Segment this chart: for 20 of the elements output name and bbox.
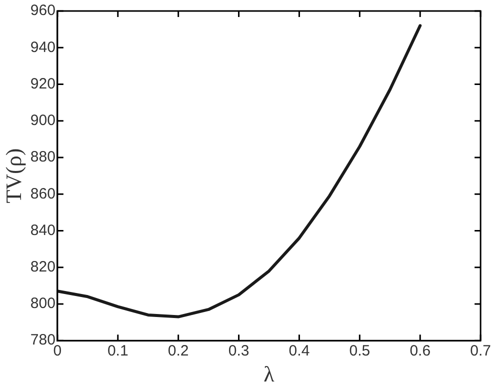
x-axis-title: λ bbox=[264, 362, 275, 387]
x-tick-label: 0.2 bbox=[168, 342, 189, 360]
y-tick-label: 800 bbox=[30, 295, 56, 312]
y-axis-title: TV(ρ) bbox=[0, 148, 26, 204]
y-tick-label: 920 bbox=[30, 75, 56, 92]
y-tick-label: 960 bbox=[30, 2, 56, 20]
y-tick-label: 940 bbox=[30, 38, 56, 56]
x-tick-label: 0 bbox=[53, 342, 62, 360]
x-tick-label: 0.5 bbox=[349, 342, 370, 360]
y-tick-label: 780 bbox=[30, 332, 56, 349]
y-tick-label: 820 bbox=[30, 258, 56, 276]
x-tick-label: 0.1 bbox=[107, 342, 128, 360]
x-tick-label: 0.7 bbox=[470, 342, 492, 360]
x-tick-label: 0.6 bbox=[410, 342, 431, 360]
y-tick-label: 860 bbox=[30, 185, 56, 202]
y-tick-label: 840 bbox=[30, 222, 56, 239]
x-tick-label: 0.4 bbox=[288, 342, 310, 360]
y-tick-label: 900 bbox=[30, 112, 56, 130]
y-tick-label: 880 bbox=[30, 148, 56, 166]
x-tick-label: 0.3 bbox=[228, 342, 250, 360]
